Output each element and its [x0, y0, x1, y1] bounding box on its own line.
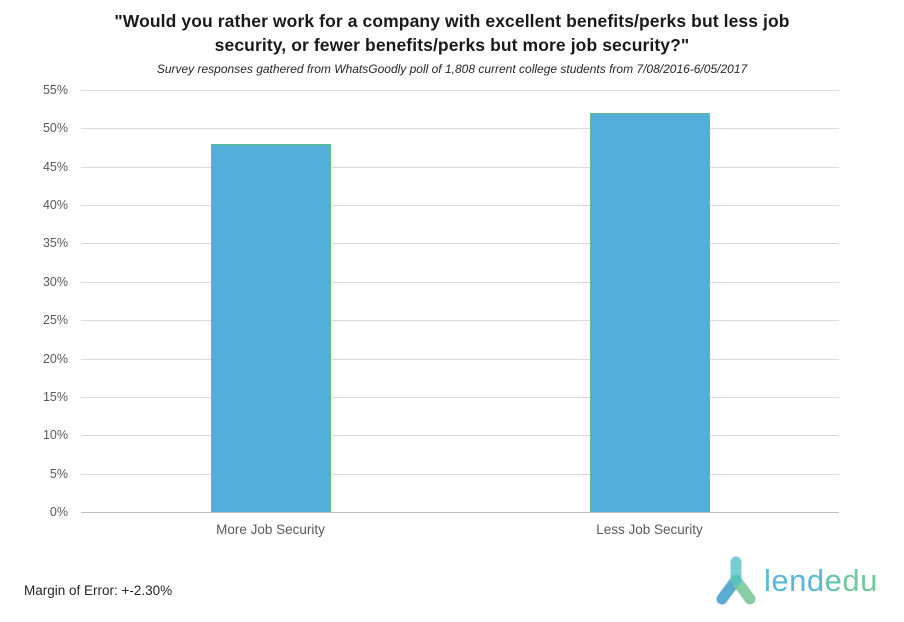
y-tick-label: 25%: [42, 313, 68, 328]
y-tick-label: 20%: [42, 351, 68, 366]
gridline: [81, 205, 839, 207]
y-tick-label: 35%: [42, 236, 68, 251]
x-category-label: More Job Security: [216, 522, 325, 537]
gridline: [81, 358, 839, 360]
y-tick-label: 15%: [42, 389, 68, 404]
y-tick-label: 55%: [42, 83, 68, 97]
y-tick-label: 5%: [49, 466, 68, 481]
bar-less-job-security: [589, 113, 710, 512]
lendedu-icon: [716, 556, 756, 605]
gridline: [81, 396, 839, 398]
y-tick-label: 45%: [42, 159, 68, 174]
gridline: [81, 320, 839, 322]
y-tick-label: 10%: [42, 428, 68, 443]
wordmark-part-green: du: [842, 563, 878, 598]
y-tick-label: 50%: [42, 121, 68, 136]
plot-area: 0% 5% 10% 15% 20% 25% 30% 35% 40% 45% 50% 55% More J…: [43, 83, 839, 537]
bar-more-job-security: [210, 143, 331, 512]
gridline: [81, 90, 839, 91]
x-axis-line: [81, 512, 839, 513]
gridline: [81, 281, 839, 283]
chart-title: "Would you rather work for a company wit…: [114, 11, 790, 55]
y-tick-label: 0%: [49, 505, 68, 519]
lendedu-logo: lendedu: [712, 553, 878, 609]
wordmark-part-teal: e: [824, 563, 843, 598]
y-tick-label: 40%: [42, 198, 68, 213]
margin-of-error-note: Margin of Error: +-2.30%: [24, 583, 173, 598]
gridline: [81, 435, 839, 437]
x-category-label: Less Job Security: [596, 522, 703, 537]
gridline: [81, 128, 839, 130]
gridline: [81, 473, 839, 475]
gridline: [81, 166, 839, 168]
chart-subtitle: Survey responses gathered from WhatsGood…: [156, 62, 748, 76]
gridline: [81, 243, 839, 245]
wordmark-part-blue: lend: [764, 563, 825, 598]
lendedu-wordmark: lendedu: [764, 553, 878, 609]
y-tick-label: 30%: [42, 274, 68, 289]
